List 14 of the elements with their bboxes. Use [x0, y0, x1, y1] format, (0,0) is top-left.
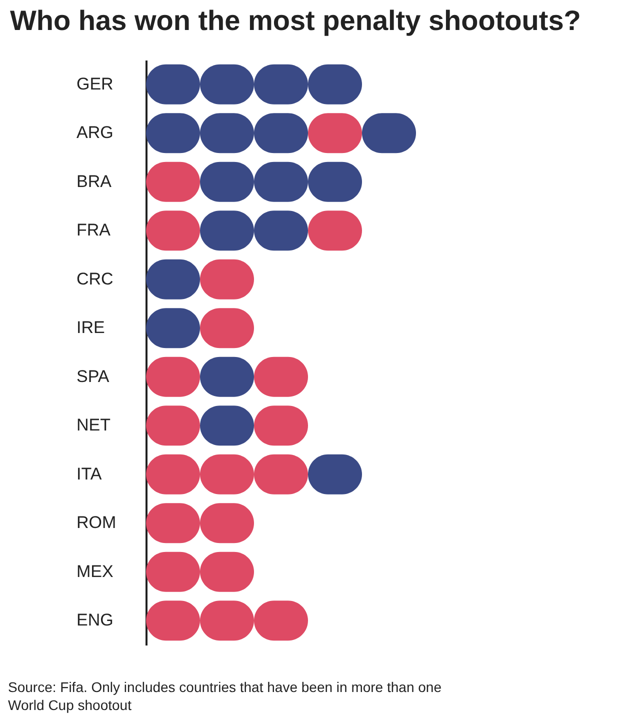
y-tick-label: NET	[76, 416, 110, 435]
source-note: Source: Fifa. Only includes countries that have been in more than one World Cup shootout	[8, 679, 442, 713]
y-tick-label: BRA	[76, 172, 112, 191]
chart-title: Who has won the most penalty shootouts?	[10, 5, 581, 36]
y-tick-label: FRA	[76, 220, 112, 240]
y-tick-label: ENG	[76, 610, 114, 630]
y-tick-label: IRE	[76, 318, 105, 338]
y-tick-label: SPA	[76, 366, 110, 386]
y-tick-label: CRC	[76, 269, 114, 288]
y-tick-label: ARG	[76, 123, 114, 142]
y-tick-label: ITA	[76, 464, 102, 484]
y-tick-label: GER	[76, 74, 114, 94]
y-tick-label: MEX	[76, 562, 114, 581]
y-tick-label: ROM	[76, 513, 116, 532]
